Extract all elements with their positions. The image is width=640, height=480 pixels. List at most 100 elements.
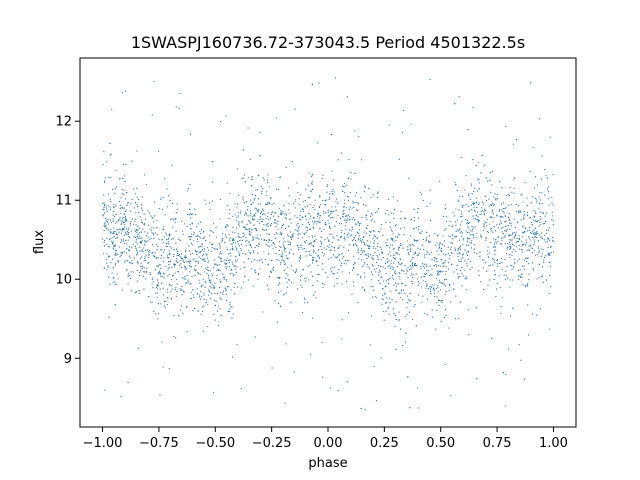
- data-point: [125, 233, 127, 235]
- data-point: [352, 216, 354, 219]
- data-point: [400, 269, 403, 271]
- data-point: [549, 254, 551, 257]
- data-point: [266, 181, 269, 184]
- data-point: [192, 310, 194, 312]
- data-point: [120, 206, 122, 208]
- data-point: [513, 187, 515, 189]
- data-point: [343, 238, 345, 240]
- data-point: [509, 186, 511, 188]
- data-point: [552, 223, 554, 226]
- data-point: [379, 231, 381, 233]
- data-point: [490, 171, 492, 174]
- data-point: [537, 247, 540, 249]
- data-point: [285, 263, 287, 265]
- data-point: [368, 256, 370, 258]
- data-point: [143, 271, 146, 273]
- data-point: [198, 251, 200, 253]
- data-point: [204, 267, 206, 269]
- data-point: [360, 159, 362, 161]
- data-point: [120, 395, 122, 397]
- data-point: [277, 228, 279, 230]
- data-point: [311, 275, 314, 277]
- data-point: [407, 295, 409, 297]
- data-point: [209, 282, 212, 284]
- data-point: [509, 219, 511, 221]
- data-point: [149, 273, 151, 276]
- data-point: [266, 191, 268, 193]
- data-point: [220, 258, 222, 260]
- data-point: [476, 232, 478, 234]
- data-point: [186, 267, 188, 269]
- data-point: [544, 194, 546, 196]
- data-point: [454, 221, 456, 223]
- data-point: [283, 261, 286, 263]
- data-point: [518, 258, 520, 260]
- data-point: [123, 189, 125, 191]
- data-point: [549, 261, 551, 263]
- data-point: [549, 274, 551, 276]
- data-point: [279, 231, 282, 233]
- data-point: [378, 254, 380, 256]
- data-point: [483, 288, 485, 291]
- data-point: [395, 348, 397, 350]
- data-point: [468, 193, 470, 195]
- data-point: [375, 400, 378, 402]
- data-point: [402, 247, 404, 249]
- data-point: [217, 264, 219, 267]
- data-point: [514, 233, 516, 235]
- data-point: [363, 191, 365, 193]
- data-point: [129, 257, 131, 259]
- data-point: [329, 213, 331, 215]
- data-point: [190, 214, 193, 216]
- data-point: [266, 284, 268, 286]
- data-point: [176, 258, 178, 260]
- data-point: [139, 246, 141, 248]
- data-point: [322, 286, 324, 288]
- data-point: [189, 236, 192, 238]
- data-point: [255, 208, 258, 210]
- data-point: [139, 270, 141, 272]
- data-point: [123, 213, 125, 215]
- data-point: [212, 231, 214, 234]
- data-point: [397, 319, 399, 321]
- data-point: [242, 281, 244, 283]
- data-point: [145, 278, 147, 280]
- data-point: [503, 274, 505, 276]
- data-point: [462, 253, 465, 255]
- data-point: [224, 259, 226, 261]
- data-point: [251, 239, 253, 241]
- data-point: [444, 308, 447, 310]
- data-point: [460, 156, 462, 159]
- data-point: [539, 234, 541, 236]
- data-point: [540, 232, 543, 234]
- data-point: [483, 225, 485, 228]
- data-point: [532, 196, 534, 198]
- data-point: [459, 195, 461, 197]
- data-point: [435, 264, 437, 266]
- data-point: [465, 276, 467, 278]
- data-point: [513, 179, 515, 181]
- data-point: [429, 288, 432, 290]
- data-point: [251, 176, 253, 178]
- data-point: [306, 229, 309, 231]
- data-point: [331, 206, 333, 208]
- data-point: [275, 232, 277, 234]
- data-point: [417, 387, 419, 389]
- data-point: [192, 213, 194, 215]
- data-point: [223, 278, 225, 280]
- data-point: [472, 228, 474, 231]
- data-point: [391, 230, 393, 232]
- data-point: [448, 289, 450, 291]
- data-point: [425, 239, 428, 241]
- data-point: [254, 197, 256, 199]
- data-point: [114, 283, 116, 285]
- data-point: [508, 245, 510, 247]
- data-point: [385, 302, 387, 304]
- data-point: [438, 253, 440, 256]
- data-point: [206, 247, 209, 249]
- data-point: [523, 265, 525, 267]
- data-point: [365, 215, 367, 217]
- data-point: [320, 236, 322, 238]
- data-point: [504, 230, 506, 232]
- data-point: [517, 278, 520, 281]
